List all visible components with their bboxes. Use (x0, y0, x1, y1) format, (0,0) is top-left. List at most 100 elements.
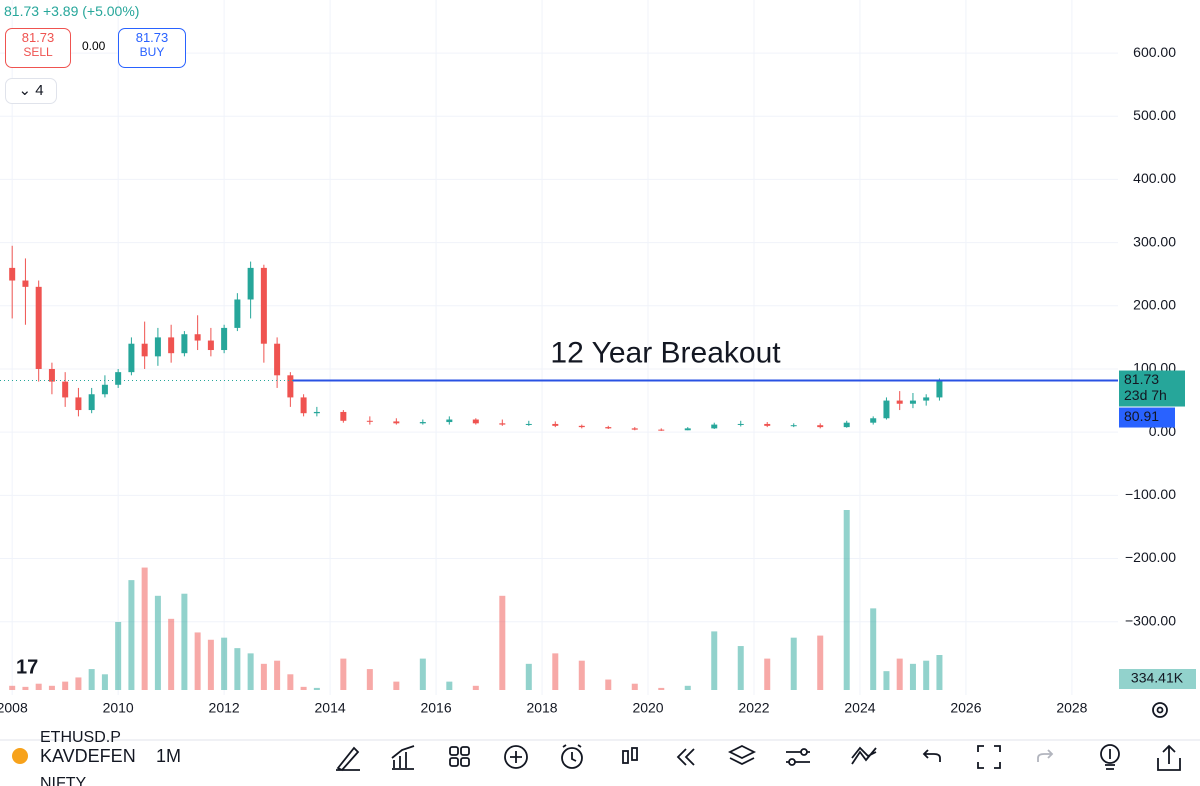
volume-bar (221, 637, 228, 690)
x-tick-label: 2012 (209, 700, 240, 716)
bid-label: 80.91 (1124, 408, 1159, 424)
candle-body (631, 428, 638, 430)
volume-bar (366, 669, 373, 690)
volume-bar (883, 671, 890, 690)
volume-bar (737, 646, 744, 690)
candle-body (128, 343, 135, 373)
candle-body (260, 267, 267, 344)
volume-bar (287, 674, 294, 690)
volume-bar (260, 663, 267, 690)
share-icon[interactable] (1157, 744, 1181, 771)
volume-bar (472, 685, 479, 690)
volume-bar (168, 618, 175, 690)
candle-body (287, 375, 294, 398)
undo-icon[interactable] (922, 749, 941, 762)
candle-icon[interactable] (622, 750, 629, 764)
volume-bar (35, 683, 42, 690)
candle-body (790, 425, 797, 427)
settings-knob (788, 758, 796, 766)
buy-button[interactable]: 81.73 BUY (118, 28, 186, 68)
y-tick-label: 200.00 (1133, 297, 1176, 313)
volume-label: 334.41K (1131, 670, 1184, 686)
ideas-icon[interactable] (1100, 744, 1120, 764)
candle-body (578, 425, 585, 428)
candle-body (605, 427, 612, 429)
grid-icon-part (460, 757, 470, 767)
last-price-label: 81.73 (1124, 371, 1159, 387)
candle-body (274, 343, 281, 376)
candle-body (525, 423, 532, 425)
y-tick-label: −100.00 (1125, 486, 1176, 502)
grid-icon-part (449, 757, 459, 767)
interval[interactable]: 1M (156, 746, 181, 766)
x-tick-label: 2010 (103, 700, 134, 716)
candle-body (141, 343, 148, 357)
volume-bar (194, 632, 201, 690)
volume-bar (300, 686, 307, 690)
candle-body (340, 411, 347, 421)
candle-body (711, 424, 718, 429)
candle-body (843, 422, 850, 428)
x-tick-label: 2026 (950, 700, 981, 716)
symbol[interactable]: KAVDEFEN (40, 746, 136, 766)
volume-bar (923, 660, 930, 690)
candle-body (446, 419, 453, 423)
sell-button[interactable]: 81.73 SELL (5, 28, 71, 68)
add-icon[interactable] (504, 745, 528, 769)
fullscreen-icon[interactable] (977, 745, 1001, 769)
candle-body (101, 384, 108, 395)
sell-label: SELL (23, 45, 53, 59)
toolbar-icons (336, 702, 1181, 772)
settings-knob (800, 748, 808, 756)
volume-bar (499, 595, 506, 690)
indicator-icon[interactable] (391, 745, 415, 770)
volume-bar (340, 658, 347, 690)
candle-body (48, 368, 55, 382)
ghost-symbol: NIFTY (40, 775, 87, 786)
volume-bar (154, 595, 161, 690)
grid-icon[interactable] (449, 746, 459, 756)
layers-icon[interactable] (727, 744, 757, 766)
logo: 17 (16, 656, 38, 678)
volume-bar (896, 658, 903, 690)
candle-body (472, 419, 479, 424)
candle-body (221, 327, 228, 351)
volume-bar (313, 687, 320, 690)
volume-bar (711, 631, 718, 690)
volume-bar (207, 639, 214, 690)
compare-icon[interactable] (851, 746, 877, 765)
replay-icon[interactable] (676, 748, 695, 766)
volume-bar (936, 655, 943, 690)
candle-body (817, 425, 824, 428)
layers-dropdown[interactable]: ⌄ 4 (5, 78, 57, 104)
volume-bar (48, 685, 55, 690)
buy-price: 81.73 (135, 30, 169, 45)
candle-body (207, 340, 214, 351)
volume-bar (658, 687, 665, 690)
candle-body (234, 299, 241, 328)
volume-bar (525, 663, 532, 690)
x-tick-label: 2024 (844, 700, 875, 716)
candle-body (870, 418, 877, 423)
candle-body (247, 267, 254, 300)
x-tick-label: 2016 (420, 700, 451, 716)
price-header: 81.73 +3.89 (+5.00%) (4, 3, 139, 19)
x-tick-label: 2008 (0, 700, 28, 716)
candle-body (154, 337, 161, 357)
volume-bar (578, 660, 585, 690)
sell-price: 81.73 (21, 30, 55, 45)
alert-icon[interactable] (561, 747, 583, 769)
candle-body (393, 421, 400, 424)
y-tick-label: −300.00 (1125, 612, 1176, 628)
draw-icon[interactable] (336, 746, 360, 772)
candle-body (684, 428, 691, 431)
y-tick-label: −200.00 (1125, 549, 1176, 565)
ghost-symbol: ETHUSD.P (40, 729, 121, 746)
alert-icon-hands (562, 744, 582, 762)
redo-icon[interactable] (1037, 749, 1054, 762)
bid-box (1119, 407, 1175, 428)
settings-gear[interactable] (1152, 702, 1168, 718)
volume-bar (684, 685, 691, 690)
candle-body (181, 334, 188, 354)
